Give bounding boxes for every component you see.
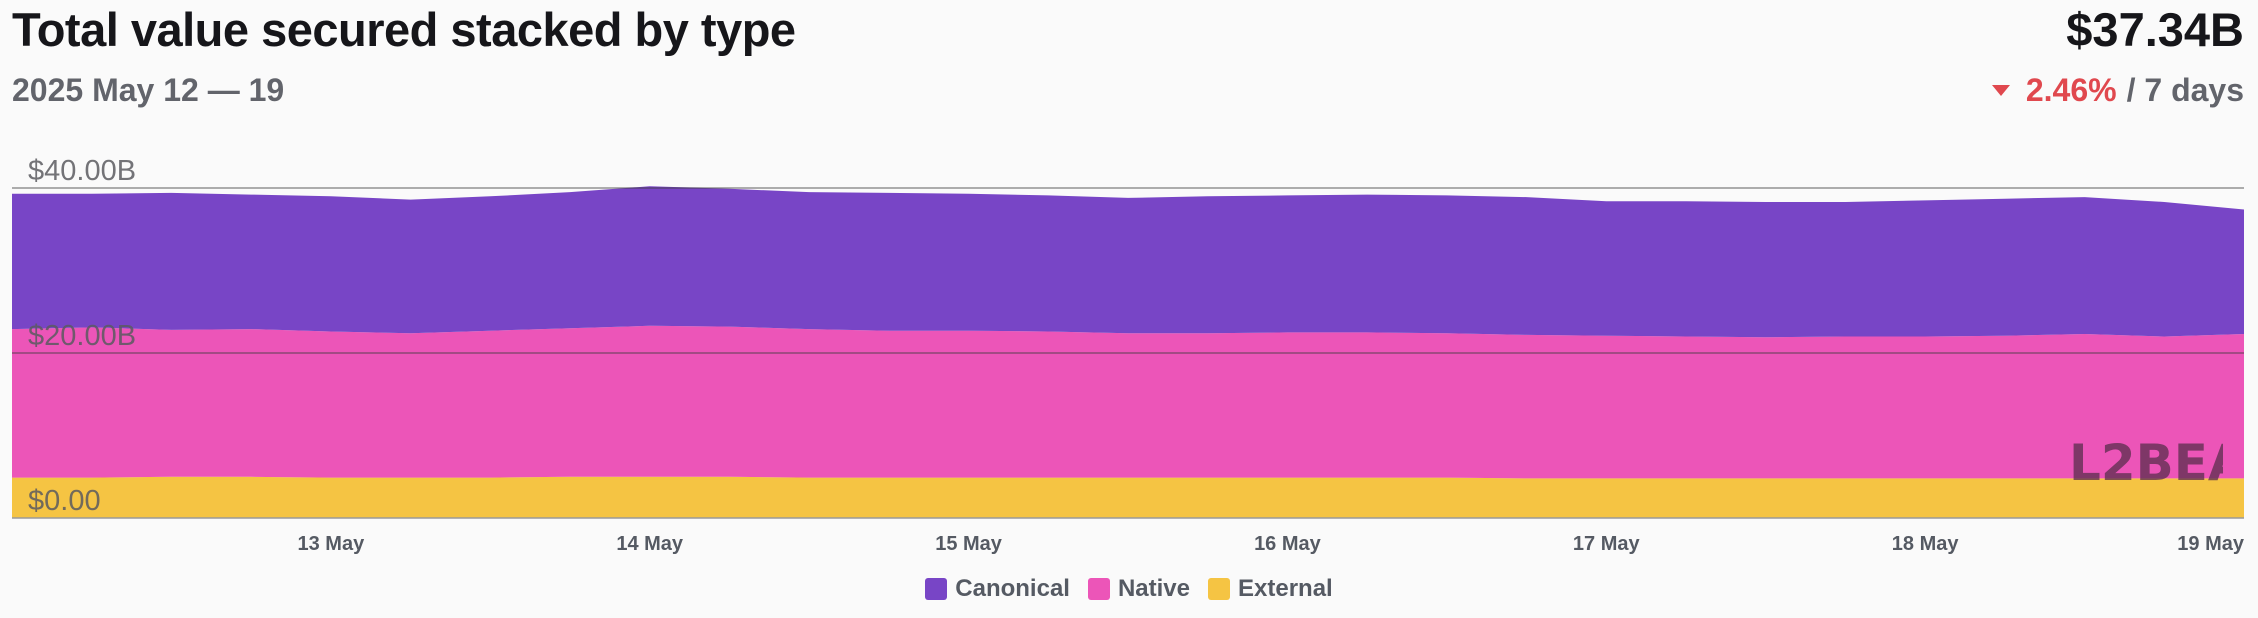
x-tick-label-4: 17 May	[1573, 533, 1641, 555]
l2beat-logo: L2BEAT	[2063, 418, 2258, 492]
legend-label-native: Native	[1117, 575, 1191, 602]
x-tick-label-6: 19 May	[2177, 533, 2245, 555]
logo-text: L2BEAT	[2069, 434, 2223, 490]
x-tick-label-3: 16 May	[1254, 533, 1322, 555]
change-indicator: 2.46% / 7 days	[1991, 72, 2244, 109]
legend-item-external[interactable]: External	[1208, 575, 1333, 603]
down-triangle-icon	[1991, 85, 2010, 96]
legend-item-canonical[interactable]: Canonical	[925, 575, 1070, 603]
external-swatch	[1208, 578, 1231, 600]
area-series-canonical[interactable]	[12, 186, 2244, 338]
legend-label-external: External	[1238, 575, 1333, 602]
legend-label-canonical: Canonical	[955, 575, 1070, 602]
change-period: / 7 days	[2126, 72, 2244, 108]
change-percent: 2.46%	[2025, 72, 2117, 108]
chart-title: Total value secured stacked by type	[12, 3, 796, 56]
x-tick-label-1: 14 May	[616, 533, 684, 555]
y-tick-label-1: $20.00B	[28, 320, 136, 352]
chart-legend: Canonical Native External	[0, 575, 2258, 603]
x-tick-label-5: 18 May	[1892, 533, 1960, 555]
canonical-swatch	[925, 578, 948, 600]
x-tick-label-0: 13 May	[297, 533, 365, 555]
x-tick-label-2: 15 May	[935, 533, 1003, 555]
total-value: $37.34B	[2066, 3, 2244, 56]
date-range: 2025 May 12 — 19	[12, 72, 285, 108]
area-series-external[interactable]	[12, 476, 2244, 518]
area-series-native[interactable]	[12, 325, 2244, 479]
legend-item-native[interactable]: Native	[1087, 575, 1191, 603]
native-swatch	[1087, 578, 1110, 600]
y-tick-label-2: $40.00B	[28, 155, 136, 187]
y-tick-label-0: $0.00	[28, 485, 101, 517]
stacked-area-chart[interactable]: $0.00 $20.00B $40.00B 13 May 14 May 15 May 16 …	[0, 0, 2258, 570]
